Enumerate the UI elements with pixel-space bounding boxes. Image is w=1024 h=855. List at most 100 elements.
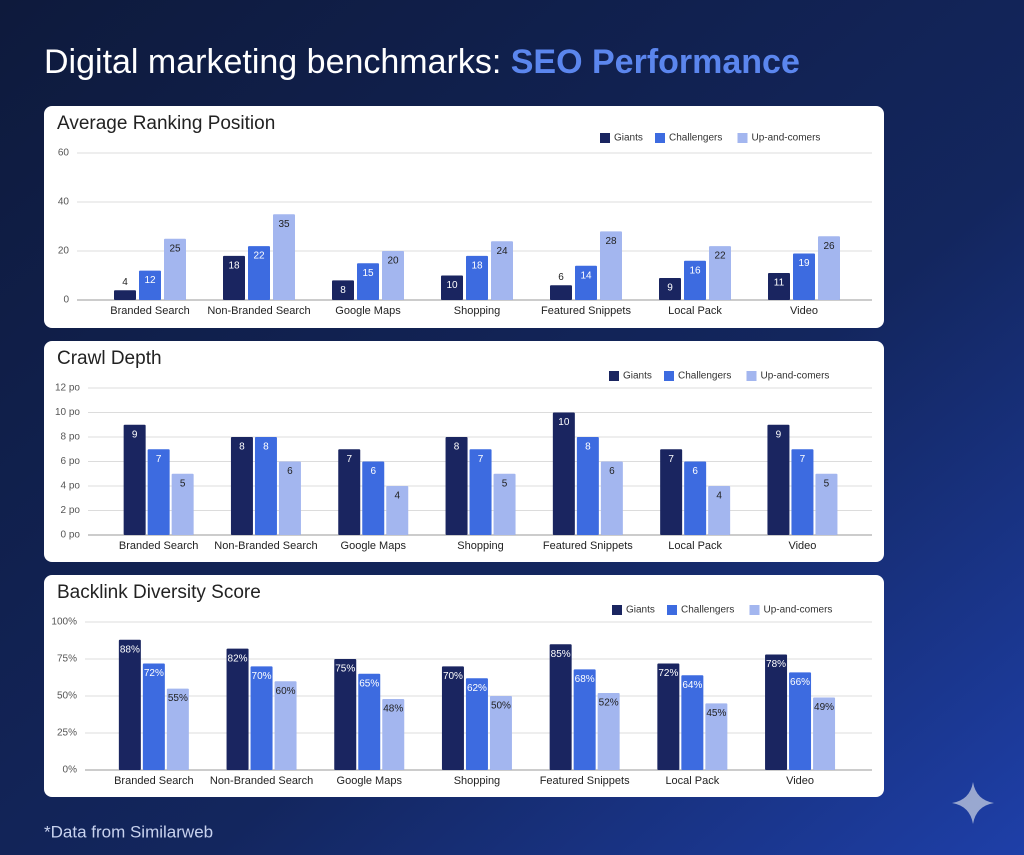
data-label: 72%: [658, 668, 678, 679]
data-label: 7: [668, 454, 674, 465]
data-label: 82%: [228, 653, 248, 664]
bar: [660, 449, 683, 535]
bar: [600, 231, 622, 300]
legend-label: Challengers: [678, 371, 731, 382]
data-label: 9: [132, 429, 138, 440]
data-label: 66%: [790, 677, 810, 688]
data-label: 19: [798, 258, 810, 269]
x-tick-label: Featured Snippets: [543, 540, 633, 552]
bar: [600, 461, 623, 535]
data-label: 68%: [575, 674, 595, 685]
bar: [278, 461, 301, 535]
legend-swatch: [749, 605, 760, 615]
data-label: 14: [580, 270, 592, 281]
data-label: 70%: [443, 671, 463, 682]
legend-swatch: [612, 605, 622, 615]
x-tick-label: Video: [790, 305, 818, 317]
bar: [254, 437, 277, 535]
data-label: 8: [454, 442, 460, 453]
bar: [575, 265, 597, 300]
bar: [118, 639, 141, 770]
data-label: 18: [471, 261, 483, 272]
x-tick-label: Non-Branded Search: [207, 305, 310, 317]
y-tick-label: 40: [58, 197, 70, 208]
bar: [681, 675, 704, 770]
legend-label: Giants: [614, 133, 643, 144]
data-label: 7: [800, 454, 806, 465]
bar: [597, 693, 620, 770]
data-label: 5: [502, 478, 508, 489]
bar: [659, 277, 681, 300]
bar: [230, 437, 253, 535]
data-label: 4: [394, 491, 400, 502]
bar: [273, 214, 295, 300]
bar: [139, 270, 161, 300]
bar: [250, 666, 273, 770]
title-text: Digital marketing benchmarks:: [44, 43, 501, 81]
bar: [549, 644, 572, 770]
y-tick-label: 60: [58, 148, 70, 159]
data-label: 62%: [467, 683, 487, 694]
legend-swatch: [664, 371, 674, 381]
bar: [445, 437, 468, 535]
bar: [576, 437, 599, 535]
bar: [338, 449, 361, 535]
bar: [382, 251, 404, 300]
data-label: 11: [774, 278, 785, 289]
data-label: 75%: [335, 664, 355, 675]
bar: [815, 473, 838, 535]
data-label: 6: [370, 466, 376, 477]
x-tick-label: Local Pack: [668, 540, 722, 552]
x-tick-label: Branded Search: [119, 540, 199, 552]
legend-label: Challengers: [669, 133, 722, 144]
x-tick-label: Shopping: [454, 775, 501, 787]
x-tick-label: Video: [788, 540, 816, 552]
y-tick-label: 10 po: [55, 407, 80, 418]
y-tick-label: 25%: [57, 728, 77, 739]
x-tick-label: Branded Search: [114, 775, 194, 787]
data-label: 8: [263, 442, 269, 453]
bar: [171, 473, 194, 535]
legend-label: Up-and-comers: [764, 605, 833, 616]
data-label: 22: [253, 251, 265, 262]
y-tick-label: 0%: [63, 765, 78, 776]
sparkle-icon: [952, 782, 994, 824]
x-tick-label: Local Pack: [665, 775, 719, 787]
bar: [705, 703, 728, 770]
bar: [708, 486, 731, 535]
y-tick-label: 20: [58, 246, 70, 257]
bar: [248, 246, 270, 300]
data-label: 15: [362, 268, 374, 279]
data-label: 10: [446, 280, 458, 291]
y-tick-label: 8 po: [61, 432, 81, 443]
bar: [123, 424, 146, 535]
legend-label: Up-and-comers: [761, 371, 830, 382]
y-tick-label: 2 po: [61, 505, 81, 516]
y-tick-label: 75%: [57, 654, 77, 665]
y-tick-label: 50%: [57, 691, 77, 702]
bar: [550, 285, 572, 300]
data-label: 5: [824, 478, 830, 489]
data-label: 88%: [120, 644, 140, 655]
legend-swatch: [667, 605, 677, 615]
x-tick-label: Non-Branded Search: [214, 540, 317, 552]
x-tick-label: Branded Search: [110, 305, 190, 317]
bar: [358, 673, 381, 770]
legend-swatch: [600, 133, 610, 143]
bar: [382, 698, 405, 770]
bar: [114, 290, 136, 300]
bar: [274, 681, 297, 770]
chart-title: Average Ranking Position: [57, 113, 275, 134]
data-label: 8: [239, 442, 245, 453]
bar: [147, 449, 170, 535]
data-label: 25: [169, 243, 181, 254]
y-tick-label: 12 po: [55, 383, 80, 394]
chart-title: Backlink Diversity Score: [57, 582, 261, 603]
bar: [552, 412, 575, 535]
data-label: 78%: [766, 659, 786, 670]
legend-label: Giants: [626, 605, 655, 616]
data-label: 9: [776, 429, 782, 440]
y-tick-label: 4 po: [61, 481, 81, 492]
data-label: 70%: [252, 671, 272, 682]
